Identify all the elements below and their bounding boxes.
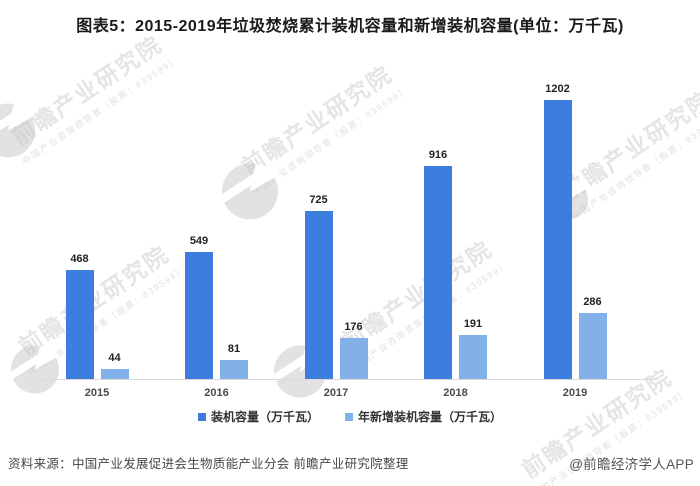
- cumulative-capacity-bar-2018: [424, 166, 452, 379]
- bar-value-label: 549: [189, 235, 209, 247]
- cumulative-capacity-bar-2015: [65, 270, 94, 379]
- bar-value-label: 81: [227, 343, 241, 355]
- x-axis-tick-label: 2019: [562, 387, 588, 399]
- footer: 资料来源：中国产业发展促进会生物质能产业分会 前瞻产业研究院整理 @前瞻经济学人…: [8, 453, 694, 473]
- x-axis-line: [38, 379, 657, 380]
- cumulative-capacity-bar-2016: [185, 252, 213, 379]
- legend-label: 年新增装机容量（万千瓦）: [358, 410, 503, 424]
- legend-swatch-icon: [345, 412, 353, 421]
- x-axis-tick-label: 2018: [443, 387, 468, 399]
- legend-swatch-icon: [197, 412, 206, 421]
- bar-value-label: 176: [344, 321, 363, 333]
- bar-value-label: 916: [428, 149, 448, 161]
- x-axis-tick-label: 2017: [323, 387, 349, 399]
- legend-label: 装机容量（万千瓦）: [210, 410, 319, 424]
- legend-item-cumulative: 装机容量（万千瓦）: [197, 408, 319, 425]
- x-axis-tick-label: 2015: [84, 387, 110, 399]
- chart-title: 图表5：2015-2019年垃圾焚烧累计装机容量和新增装机容量(单位：万千瓦): [76, 18, 624, 35]
- bar-value-label: 468: [70, 253, 89, 265]
- cumulative-capacity-bar-2019: [543, 100, 572, 379]
- bar-value-label: 725: [309, 194, 328, 206]
- new-capacity-bar-2017: [339, 338, 368, 379]
- new-capacity-bar-2016: [220, 360, 248, 379]
- new-capacity-bar-2018: [459, 335, 487, 379]
- chart-legend: 装机容量（万千瓦） 年新增装机容量（万千瓦）: [0, 408, 700, 425]
- bar-value-label: 191: [463, 318, 483, 330]
- x-axis-tick-label: 2016: [204, 387, 229, 399]
- cumulative-capacity-bar-2017: [304, 211, 333, 379]
- legend-item-new: 年新增装机容量（万千瓦）: [345, 408, 502, 425]
- source-note: 资料来源：中国产业发展促进会生物质能产业分会 前瞻产业研究院整理: [8, 457, 409, 471]
- bar-value-label: 286: [583, 296, 602, 308]
- credit-note: @前瞻经济学人APP: [569, 457, 694, 472]
- new-capacity-bar-2015: [100, 369, 129, 379]
- new-capacity-bar-2019: [578, 313, 607, 379]
- bar-value-label: 44: [108, 352, 121, 364]
- bar-value-label: 1202: [545, 83, 570, 95]
